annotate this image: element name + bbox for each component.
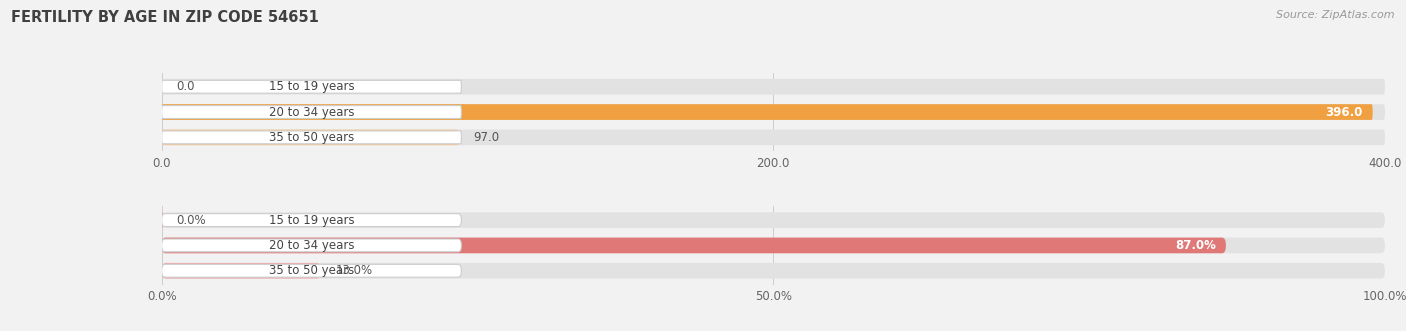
FancyBboxPatch shape [162,263,1385,279]
FancyBboxPatch shape [162,214,461,226]
Text: 20 to 34 years: 20 to 34 years [269,106,354,118]
Text: FERTILITY BY AGE IN ZIP CODE 54651: FERTILITY BY AGE IN ZIP CODE 54651 [11,10,319,25]
FancyBboxPatch shape [162,129,1385,145]
FancyBboxPatch shape [162,263,321,279]
FancyBboxPatch shape [162,104,1372,120]
Text: 396.0: 396.0 [1326,106,1362,118]
FancyBboxPatch shape [162,104,1385,120]
Text: 35 to 50 years: 35 to 50 years [269,131,354,144]
FancyBboxPatch shape [162,79,1385,95]
Text: 87.0%: 87.0% [1175,239,1216,252]
Text: 20 to 34 years: 20 to 34 years [269,239,354,252]
Text: 15 to 19 years: 15 to 19 years [269,80,354,93]
FancyBboxPatch shape [162,239,461,252]
Text: 97.0: 97.0 [472,131,499,144]
FancyBboxPatch shape [162,131,461,144]
Text: 35 to 50 years: 35 to 50 years [269,264,354,277]
FancyBboxPatch shape [162,80,461,93]
Text: 13.0%: 13.0% [336,264,373,277]
FancyBboxPatch shape [162,212,1385,228]
FancyBboxPatch shape [162,129,458,145]
Text: 0.0%: 0.0% [176,213,207,227]
FancyBboxPatch shape [162,238,1385,253]
FancyBboxPatch shape [162,264,461,277]
Text: 0.0: 0.0 [176,80,195,93]
Text: 15 to 19 years: 15 to 19 years [269,213,354,227]
Text: Source: ZipAtlas.com: Source: ZipAtlas.com [1277,10,1395,20]
FancyBboxPatch shape [162,106,461,118]
FancyBboxPatch shape [162,238,1226,253]
